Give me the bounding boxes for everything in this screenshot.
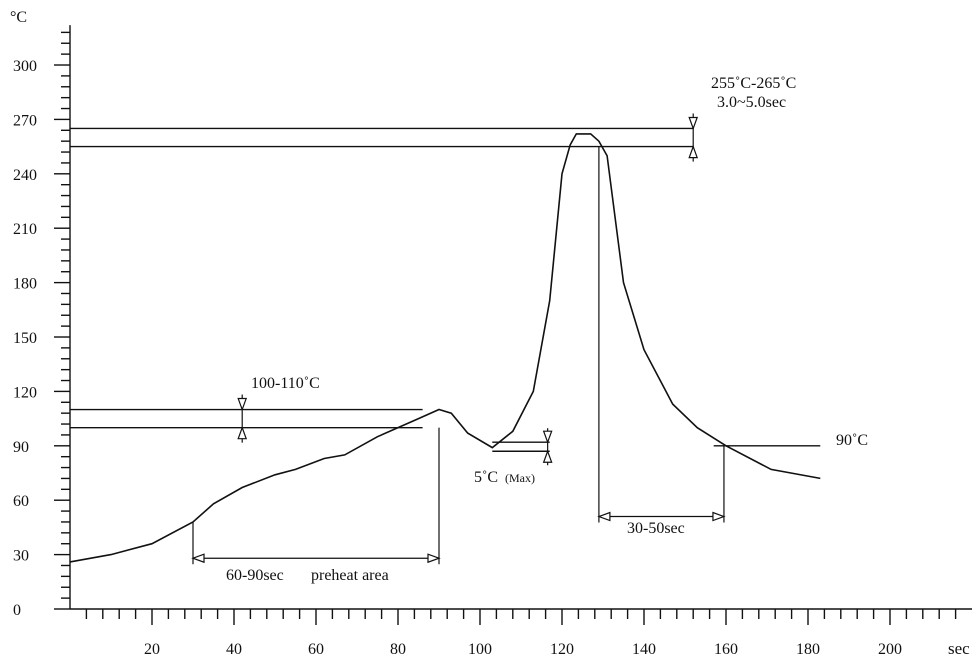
x-axis-label: sec [948, 639, 970, 658]
annotation-dip-temp: 5˚C [474, 469, 498, 486]
dip-temp-dim-arrow-bottom [542, 449, 553, 463]
annotation-peak-temp: 255˚C-265˚C [711, 75, 796, 92]
ticks: 0 30 60 90 120 150 180 210 240 270 300 20 40 60 80 100 1… [13, 31, 957, 658]
x-tick-label: 140 [632, 641, 656, 658]
labels: °C sec 255˚C-265˚C 3.0~5.0sec 100-110˚C … [10, 9, 970, 658]
y-tick-label: 150 [13, 330, 37, 347]
x-tick-label: 20 [144, 641, 160, 658]
reference-lines [70, 127, 821, 452]
y-tick-label: 180 [13, 276, 37, 293]
annotation-preheat-temp: 100-110˚C [251, 375, 320, 392]
annotation-above-time: 30-50sec [627, 520, 685, 537]
preheat-time-dim-arrow-start [191, 553, 205, 564]
y-tick-label: 210 [13, 221, 37, 238]
peak-temp-dim-arrow-bottom [688, 144, 699, 159]
y-tick-label: 270 [13, 112, 37, 129]
series [69, 133, 821, 563]
x-tick-label: 180 [796, 641, 820, 658]
peak-temp-dim-arrow-top [688, 116, 699, 131]
x-tick-label: 40 [226, 641, 242, 658]
annotation-dip-max: (Max) [505, 471, 535, 485]
y-tick-label: 60 [13, 493, 29, 510]
above-time-dim-arrow-end [712, 511, 726, 522]
x-tick-label: 160 [714, 641, 738, 658]
preheat-time-dim-arrow-end [427, 553, 441, 564]
y-tick-label: 0 [13, 602, 21, 619]
y-tick-label: 300 [13, 58, 37, 75]
annotation-preheat-time: 60-90sec [226, 567, 284, 584]
annotation-peak-time: 3.0~5.0sec [717, 94, 786, 111]
y-tick-label: 30 [13, 548, 29, 565]
x-tick-label: 60 [308, 641, 324, 658]
preheat-temp-dim-arrow-bottom [237, 425, 248, 440]
x-tick-label: 200 [878, 641, 902, 658]
x-tick-label: 120 [550, 641, 574, 658]
x-tick-label: 100 [468, 641, 492, 658]
y-tick-label: 120 [13, 384, 37, 401]
preheat-temp-dim-arrow-top [237, 397, 248, 412]
temperature-profile-line [69, 133, 821, 563]
dip-temp-dim-arrow-top [542, 430, 553, 444]
annotation-preheat-area: preheat area [311, 567, 389, 584]
x-tick-label: 80 [390, 641, 406, 658]
dimension-markers [191, 113, 726, 565]
y-axis-label: °C [10, 9, 27, 26]
y-tick-label: 90 [13, 439, 29, 456]
above-time-dim-arrow-start [597, 511, 611, 522]
y-tick-label: 240 [13, 167, 37, 184]
annotation-cool-temp: 90˚C [836, 432, 868, 449]
axes [69, 25, 972, 610]
